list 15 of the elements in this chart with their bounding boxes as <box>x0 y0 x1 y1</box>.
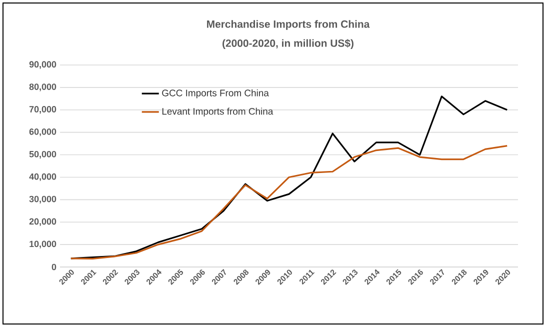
legend-label: Levant Imports from China <box>162 108 274 117</box>
chart-subtitle: (2000-2020, in million US$) <box>222 39 354 49</box>
y-tick-label: 50,000 <box>29 150 56 159</box>
y-tick-label: 10,000 <box>30 240 56 248</box>
y-tick-label: 80,000 <box>29 84 56 92</box>
y-tick-label: 40,000 <box>29 173 56 182</box>
chart-title: Merchandise Imports from China <box>207 20 370 30</box>
y-tick-label: 90,000 <box>29 61 56 69</box>
y-tick-label: 0 <box>52 264 56 270</box>
legend-label: GCC Imports From China <box>162 89 269 98</box>
y-tick-label: 60,000 <box>29 128 56 136</box>
y-tick-label: 30,000 <box>29 196 56 204</box>
y-tick-label: 20,000 <box>29 218 56 226</box>
line-series <box>70 145 508 260</box>
y-tick-label: 70,000 <box>29 106 56 114</box>
